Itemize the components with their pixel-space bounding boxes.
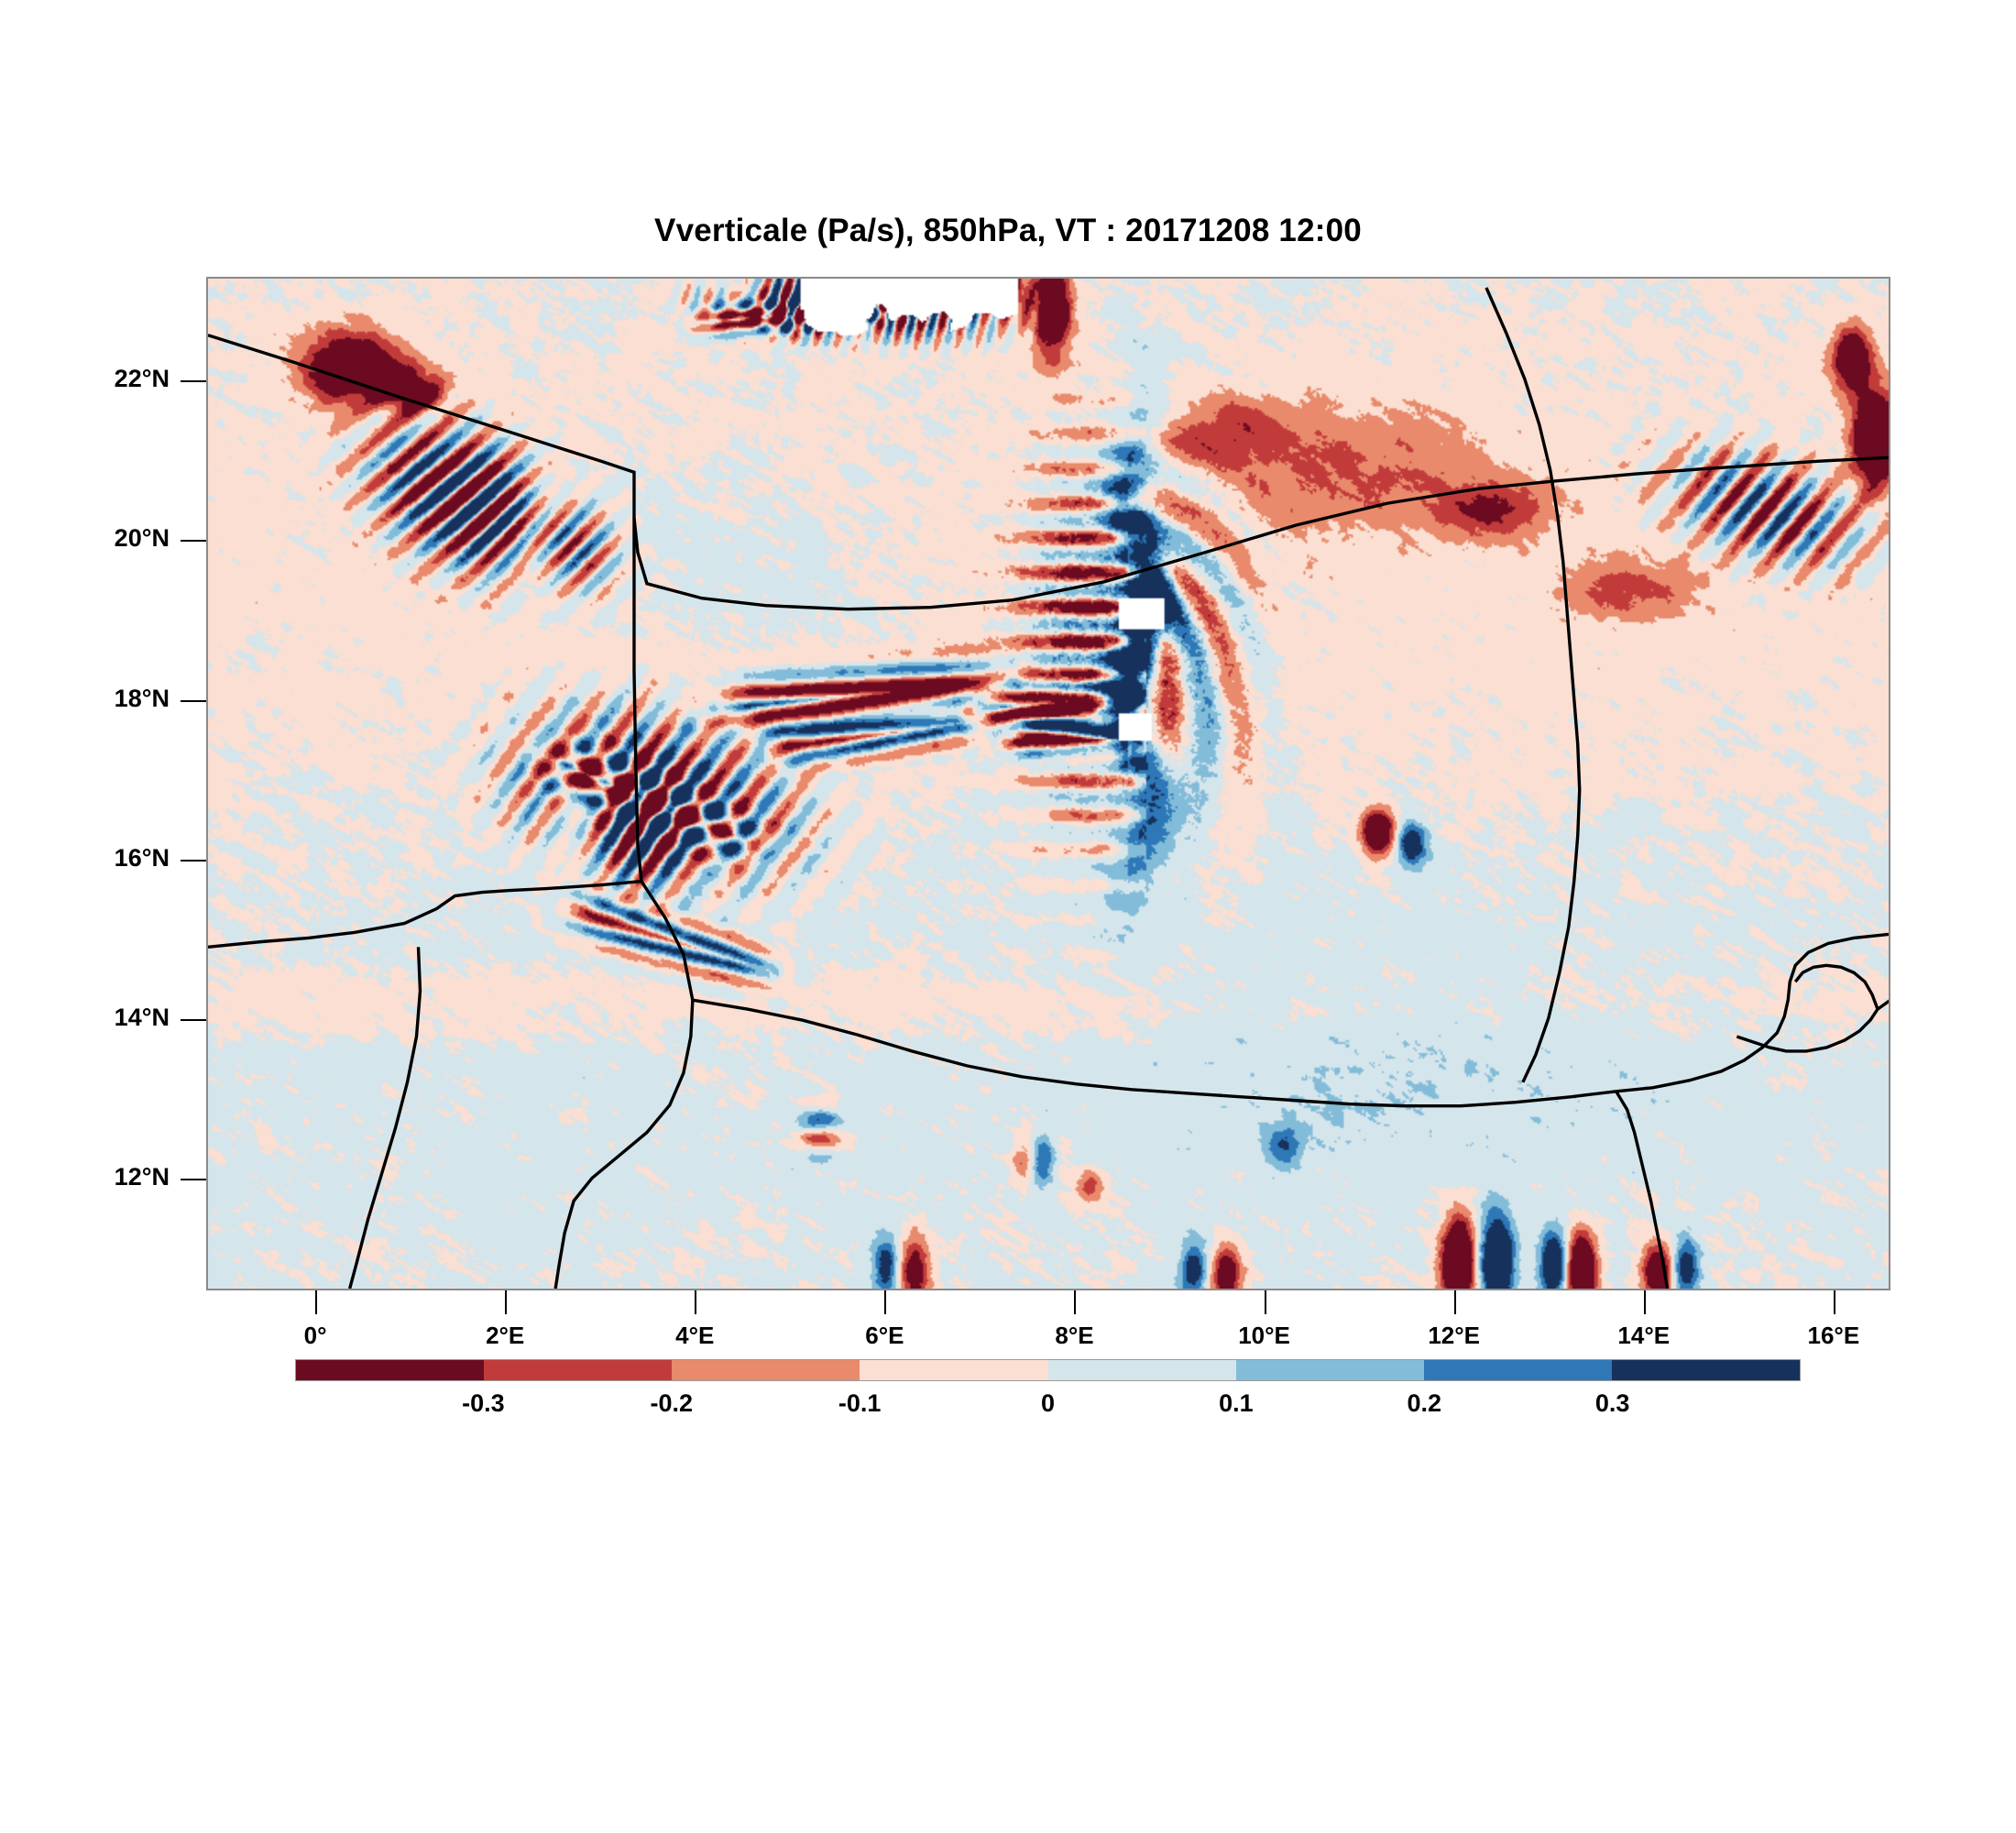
country-borders-overlay xyxy=(208,279,1889,1289)
colorbar-segment xyxy=(484,1360,673,1380)
longitude-tick-mark xyxy=(1833,1290,1835,1314)
longitude-tick-label: 0° xyxy=(303,1322,327,1349)
colorbar xyxy=(295,1359,1801,1381)
vertical-velocity-field xyxy=(208,279,1889,1289)
longitude-tick-label: 12°E xyxy=(1428,1322,1480,1349)
latitude-tick-label: 16°N xyxy=(114,843,170,872)
country-border-line xyxy=(693,1000,1616,1106)
country-border-line xyxy=(1616,934,1889,1091)
longitude-tick-label: 8°E xyxy=(1055,1322,1094,1349)
colorbar-tick-label: -0.3 xyxy=(462,1389,505,1417)
colorbar-tick-label: -0.1 xyxy=(838,1389,882,1417)
colorbar-segment xyxy=(672,1360,860,1380)
country-border-line xyxy=(1737,1009,1878,1051)
longitude-tick-mark xyxy=(695,1290,697,1314)
latitude-tick-label: 18°N xyxy=(114,684,170,712)
country-border-line xyxy=(555,882,693,1289)
longitude-tick-label: 2°E xyxy=(486,1322,525,1349)
colorbar-tick-label: 0 xyxy=(1040,1389,1056,1417)
latitude-tick-label: 20°N xyxy=(114,524,170,553)
longitude-tick-mark xyxy=(1453,1290,1456,1314)
longitude-tick-label: 14°E xyxy=(1617,1322,1671,1349)
page-title: Vverticale (Pa/s), 850hPa, VT : 20171208… xyxy=(654,213,1362,248)
colorbar-tick-label: -0.2 xyxy=(650,1389,694,1417)
longitude-tick-mark xyxy=(505,1290,508,1314)
latitude-tick-label: 12°N xyxy=(114,1163,170,1191)
longitude-tick-label: 6°E xyxy=(865,1322,904,1349)
colorbar-segment xyxy=(1611,1360,1800,1380)
country-border-line xyxy=(350,947,421,1289)
longitude-tick-label: 4°E xyxy=(675,1322,715,1349)
country-border-line xyxy=(208,518,641,947)
map-plot-area xyxy=(206,277,1890,1290)
colorbar-tick-label: 0.2 xyxy=(1407,1389,1442,1417)
colorbar-tick-label: 0.3 xyxy=(1594,1389,1630,1417)
colorbar-segment xyxy=(1423,1360,1612,1380)
longitude-tick-label: 10°E xyxy=(1238,1322,1290,1349)
country-border-line xyxy=(1616,1092,1668,1289)
country-border-line xyxy=(1795,965,1878,1009)
latitude-tick-mark xyxy=(181,1018,206,1021)
longitude-tick-mark xyxy=(1074,1290,1077,1314)
longitude-tick-label: 16°E xyxy=(1807,1322,1860,1349)
latitude-tick-mark xyxy=(181,540,206,543)
longitude-tick-mark xyxy=(1643,1290,1646,1314)
country-border-line xyxy=(1486,288,1580,1082)
latitude-tick-label: 22°N xyxy=(114,365,170,393)
colorbar-tick-label: 0.1 xyxy=(1219,1389,1254,1417)
latitude-tick-mark xyxy=(181,1179,206,1181)
colorbar-segment xyxy=(1047,1360,1236,1380)
latitude-tick-mark xyxy=(181,699,206,702)
latitude-tick-mark xyxy=(181,380,206,383)
latitude-tick-mark xyxy=(181,859,206,862)
colorbar-segment xyxy=(296,1360,485,1380)
country-border-line xyxy=(208,335,1889,609)
latitude-tick-label: 14°N xyxy=(114,1003,170,1031)
colorbar-segment xyxy=(1235,1360,1424,1380)
longitude-tick-mark xyxy=(315,1290,318,1314)
country-border-line xyxy=(1878,993,1889,1009)
longitude-tick-mark xyxy=(884,1290,887,1314)
colorbar-segment xyxy=(860,1360,1048,1380)
longitude-tick-mark xyxy=(1264,1290,1266,1314)
